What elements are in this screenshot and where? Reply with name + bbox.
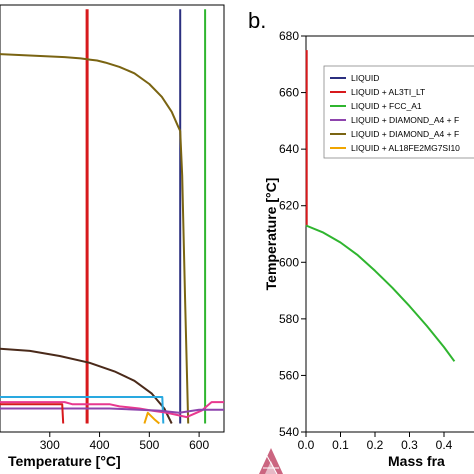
- right-x-tick-label: 0.2: [367, 438, 384, 452]
- left-series-3: [0, 53, 190, 424]
- right-y-tick-label: 560: [279, 368, 299, 382]
- legend-box: [323, 65, 474, 159]
- left-x-tick-label: 400: [90, 438, 110, 452]
- left-x-ticks: 300 400 500 600: [40, 432, 209, 452]
- right-x-tick-label: 0.0: [298, 438, 315, 452]
- legend-entry-label: LIQUID: [351, 73, 379, 83]
- left-x-tick-label: 300: [40, 438, 60, 452]
- left-series-5: [0, 396, 165, 424]
- right-x-tick-label: 0.1: [332, 438, 349, 452]
- left-x-tick-label: 600: [189, 438, 209, 452]
- left-chart: 300 400 500 600 Temperature [°C]: [0, 4, 225, 469]
- legend-entry-label: LIQUID + DIAMOND_A4 + F: [351, 115, 459, 125]
- left-series-group: [0, 9, 224, 425]
- left-plot-frame: [0, 4, 225, 433]
- right-y-tick-label: 580: [279, 312, 299, 326]
- legend-entry-label: LIQUID + FCC_A1: [351, 101, 422, 111]
- left-series-7: [0, 407, 224, 414]
- right-y-tick-label: 680: [279, 29, 299, 43]
- left-series-9: [143, 411, 160, 425]
- left-x-tick-label: 500: [139, 438, 159, 452]
- right-series-group: [305, 50, 456, 362]
- left-x-axis-label: Temperature [°C]: [8, 453, 121, 469]
- right-x-axis-label: Mass fra: [388, 453, 445, 469]
- right-y-axis-label: Temperature [°C]: [263, 178, 279, 291]
- right-y-tick-label: 660: [279, 86, 299, 100]
- legend-entry-label: LIQUID + DIAMOND_A4 + F: [351, 129, 459, 139]
- right-y-tick-label: 540: [279, 425, 299, 439]
- thermo-calc-logo: [259, 448, 283, 474]
- legend-entry-label: LIQUID + AL18FE2MG7SI10: [351, 143, 460, 153]
- right-y-ticks: 540 560 580 600 620 640 660 680: [279, 29, 306, 439]
- panel-label-b: b.: [248, 8, 266, 33]
- right-chart: b. 0.0 0.1 0.2 0.3 0.4 540 560 580 600 620 640 660…: [248, 8, 474, 469]
- right-x-tick-label: 0.4: [436, 438, 453, 452]
- right-x-tick-label: 0.3: [401, 438, 418, 452]
- right-y-tick-label: 600: [279, 255, 299, 269]
- right-plot-frame: [305, 35, 474, 433]
- right-y-tick-label: 620: [279, 199, 299, 213]
- legend-items: LIQUID LIQUID + AL3TI_LT LIQUID + FCC_A1 LI…: [330, 73, 460, 153]
- legend-entry-label: LIQUID + AL3TI_LT: [351, 87, 425, 97]
- left-series-8: [0, 403, 65, 424]
- left-series-4: [0, 347, 173, 424]
- legend: LIQUID LIQUID + AL3TI_LT LIQUID + FCC_A1 LI…: [323, 65, 474, 159]
- right-series-1: [305, 224, 456, 362]
- right-y-tick-label: 640: [279, 142, 299, 156]
- right-x-ticks: 0.0 0.1 0.2 0.3 0.4: [298, 432, 453, 452]
